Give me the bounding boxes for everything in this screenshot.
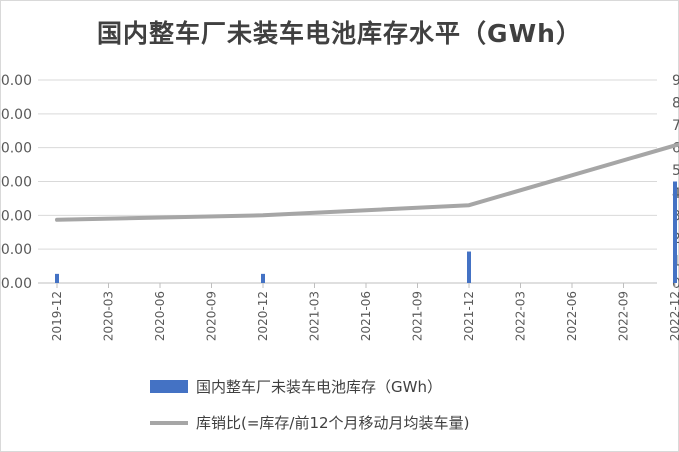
x-tick-label: 2021-06 bbox=[359, 291, 373, 341]
left-tick-label: 0.00 bbox=[1, 276, 32, 292]
x-tick-label: 2020-12 bbox=[256, 291, 270, 341]
line-series bbox=[55, 142, 679, 222]
x-tick-label: 2020-03 bbox=[102, 291, 116, 341]
left-tick-label: 500.00 bbox=[0, 107, 32, 123]
right-tick-label: 8 bbox=[672, 96, 679, 112]
x-tick-label: 2019-12 bbox=[50, 291, 64, 341]
x-axis: 2019-12 2020-03 2020-06 2020-09 2020-12 2021-… bbox=[38, 282, 679, 341]
x-tick-label: 2022-12 bbox=[668, 291, 679, 341]
legend: 国内整车厂未装车电池库存（GWh） 库销比(=库存/前12个月移动月均装车量) bbox=[150, 378, 469, 432]
left-axis-ticks: 0.00 100.00 200.00 300.00 400.00 500.00 600.00 bbox=[0, 73, 32, 292]
right-tick-label: 6 bbox=[672, 141, 679, 157]
bar bbox=[261, 273, 265, 283]
x-tick-label: 2021-12 bbox=[462, 291, 476, 341]
x-tick-label: 2022-06 bbox=[565, 291, 579, 341]
left-tick-label: 400.00 bbox=[0, 141, 32, 157]
x-tick-label: 2021-09 bbox=[411, 291, 425, 341]
gridlines bbox=[38, 79, 657, 250]
left-tick-label: 300.00 bbox=[0, 175, 32, 191]
x-tick-label: 2020-09 bbox=[205, 291, 219, 341]
right-tick-label: 5 bbox=[672, 163, 679, 179]
left-tick-label: 200.00 bbox=[0, 208, 32, 224]
right-tick-label: 9 bbox=[672, 73, 679, 89]
x-tick-label: 2020-06 bbox=[153, 291, 167, 341]
left-tick-label: 600.00 bbox=[0, 73, 32, 89]
legend-label-bar: 国内整车厂未装车电池库存（GWh） bbox=[196, 378, 442, 396]
bar bbox=[55, 273, 59, 283]
legend-swatch-bar bbox=[150, 380, 188, 393]
bar-series bbox=[55, 181, 677, 283]
x-tick-label: 2022-09 bbox=[617, 291, 631, 341]
left-tick-label: 100.00 bbox=[0, 242, 32, 258]
bar bbox=[467, 251, 471, 283]
legend-label-line: 库销比(=库存/前12个月移动月均装车量) bbox=[196, 414, 469, 432]
bar bbox=[673, 181, 677, 283]
chart-title: 国内整车厂未装车电池库存水平（GWh） bbox=[97, 19, 582, 48]
line-segment bbox=[55, 142, 679, 222]
x-tick-label: 2021-03 bbox=[308, 291, 322, 341]
right-tick-label: 7 bbox=[672, 118, 679, 134]
x-tick-label: 2022-03 bbox=[514, 291, 528, 341]
